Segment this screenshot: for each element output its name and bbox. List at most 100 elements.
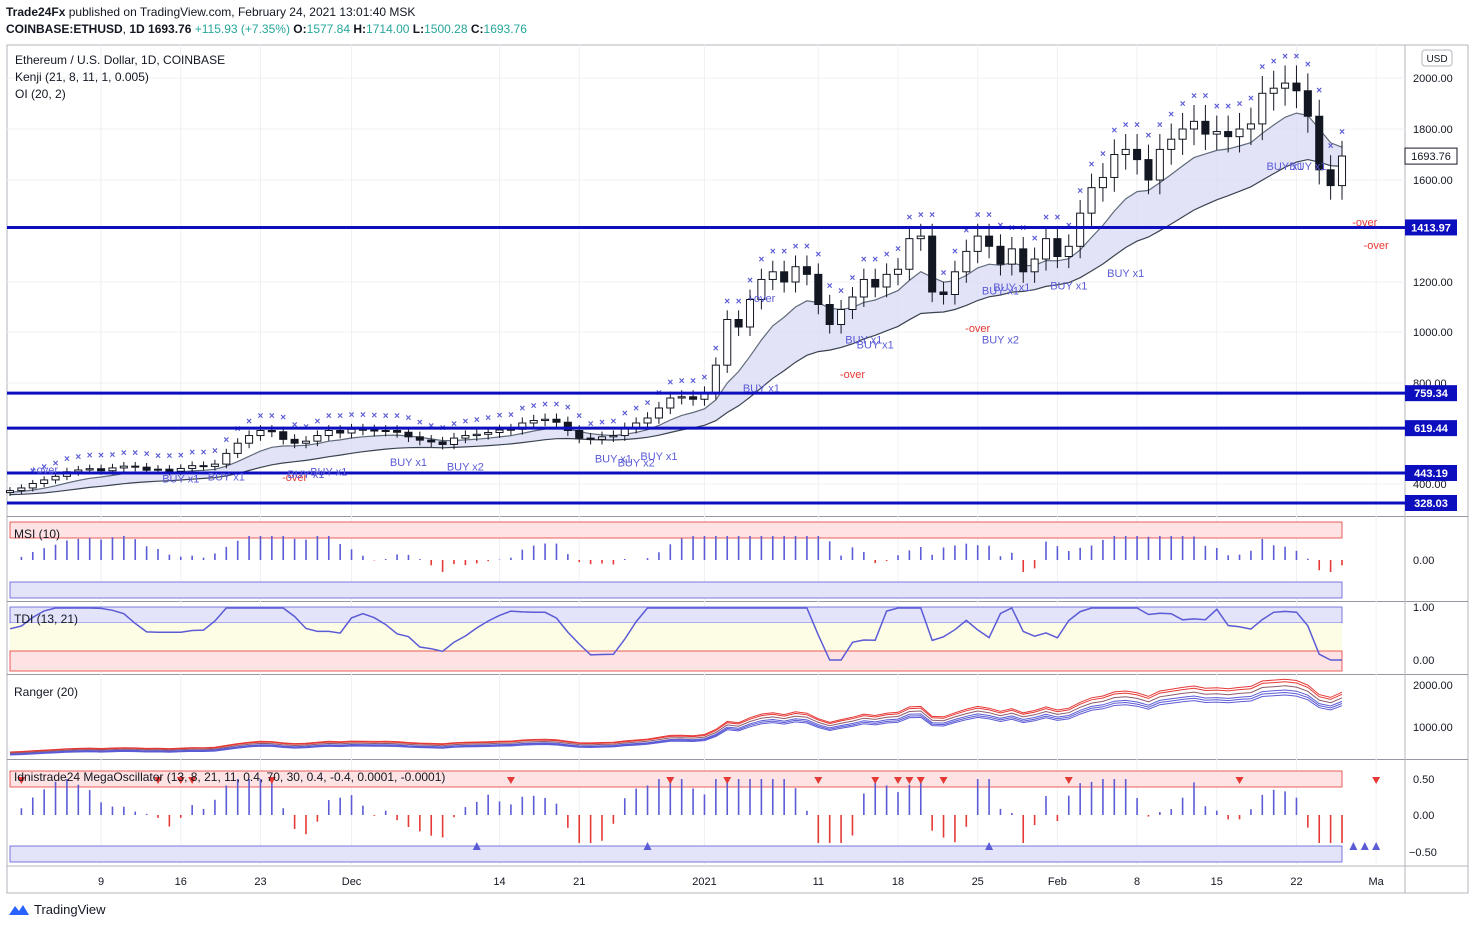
oi-marker: × xyxy=(565,403,571,414)
signal-annotation: +over xyxy=(747,293,775,305)
sell-triangle-icon xyxy=(916,777,925,784)
candle-body xyxy=(381,430,390,432)
signal-annotation: -over xyxy=(840,369,865,381)
high-label: H: xyxy=(353,22,367,36)
candle-body xyxy=(859,278,868,298)
publisher-name[interactable]: Trade24Fx xyxy=(6,5,66,19)
oi-marker: × xyxy=(292,420,298,431)
level-price-tag xyxy=(1405,420,1457,437)
y-tick-label: 400.00 xyxy=(1413,479,1447,491)
oi-marker: × xyxy=(588,419,594,430)
buy-triangle-icon xyxy=(472,842,481,850)
candle-body xyxy=(1167,138,1176,150)
candle-body xyxy=(301,440,311,444)
mega-oversold-zone xyxy=(9,845,1343,863)
candle-body xyxy=(1087,187,1096,214)
candle-body xyxy=(882,273,891,288)
ranger-tick: 2000.00 xyxy=(1413,680,1453,692)
signal-annotation: BUY x1 xyxy=(1107,268,1144,280)
sell-triangle-icon xyxy=(905,777,914,784)
candle-body xyxy=(802,266,811,275)
candle-body xyxy=(666,397,675,409)
oi-marker: × xyxy=(1134,120,1140,131)
buy-triangle-icon xyxy=(1360,842,1369,850)
candle-body xyxy=(609,435,618,438)
ranger-line xyxy=(9,691,1343,755)
candle-body xyxy=(290,438,299,444)
oi-marker: × xyxy=(132,448,138,459)
interval-label: 1D xyxy=(129,22,145,36)
candle-body xyxy=(1178,128,1187,140)
candle-body xyxy=(928,235,937,293)
y-tick-label: 1000.00 xyxy=(1413,327,1453,339)
candle-body xyxy=(153,468,163,471)
oi-marker: × xyxy=(1225,102,1231,113)
candle-body xyxy=(427,439,436,443)
oi-marker: × xyxy=(895,244,901,255)
candle-body xyxy=(370,429,379,432)
sell-triangle-icon xyxy=(1235,777,1244,784)
candle-body xyxy=(1292,82,1301,92)
level-price-label: 443.19 xyxy=(1414,468,1448,480)
candle-body xyxy=(313,435,322,442)
signal-annotation: BUY x2 xyxy=(618,457,655,469)
candle-body xyxy=(848,296,857,310)
oi-marker: × xyxy=(770,247,776,258)
oi-marker: × xyxy=(1111,125,1117,136)
x-tick-label: Ma xyxy=(1369,876,1385,888)
oi-marker: × xyxy=(1328,141,1334,152)
oi-marker: × xyxy=(417,418,423,429)
oi-marker: × xyxy=(1305,59,1311,70)
signal-annotation: -over xyxy=(1364,240,1389,252)
signal-annotation: BUY x1 xyxy=(162,474,199,486)
oi-marker: × xyxy=(1168,109,1174,120)
candle-body xyxy=(28,482,37,489)
candle-body xyxy=(529,420,538,424)
candle-body xyxy=(1315,115,1324,171)
oi-marker: × xyxy=(702,372,708,383)
tradingview-logo-icon xyxy=(9,904,29,915)
candle-body xyxy=(1076,212,1085,247)
signal-annotation: BUY x1 xyxy=(857,340,894,352)
tdi-mid-zone xyxy=(10,623,1342,651)
oi-marker: × xyxy=(280,412,286,423)
oi-marker: × xyxy=(1271,57,1277,68)
tdi-panel-title: TDI (13, 21) xyxy=(14,612,78,626)
oi-marker: × xyxy=(679,376,685,387)
signal-annotation: BUY x2 xyxy=(447,462,484,474)
level-price-tag xyxy=(1405,464,1457,481)
oi-marker: × xyxy=(975,210,981,221)
oi-marker: × xyxy=(713,343,719,354)
candle-body xyxy=(711,364,720,394)
oi-marker: × xyxy=(758,255,764,266)
candle-body xyxy=(176,467,185,472)
footer-brand[interactable]: TradingView xyxy=(8,902,106,917)
currency-badge-text: USD xyxy=(1426,54,1447,65)
ranger-tick: 1000.00 xyxy=(1413,722,1453,734)
signal-annotation: BUY x1 xyxy=(640,451,677,463)
candle-body xyxy=(245,435,254,444)
oi-marker: × xyxy=(804,241,810,252)
oi-marker: × xyxy=(212,446,218,457)
sell-triangle-icon xyxy=(176,777,185,784)
oi-marker: × xyxy=(30,466,36,477)
candle-body xyxy=(1007,248,1016,265)
oi-marker: × xyxy=(189,447,195,458)
last-price: 1693.76 xyxy=(148,22,192,36)
buy-triangle-icon xyxy=(985,842,994,850)
oi-marker: × xyxy=(64,454,70,465)
oi-marker: × xyxy=(41,462,47,473)
oi-marker: × xyxy=(1214,102,1220,113)
candle-body xyxy=(267,430,276,433)
last-price-label: 1693.76 xyxy=(1411,151,1451,163)
oi-marker: × xyxy=(349,410,355,421)
candle-body xyxy=(1303,90,1312,117)
signal-annotation: BUY x2 xyxy=(982,334,1019,346)
candle-body xyxy=(939,291,948,295)
candle-body xyxy=(51,475,60,481)
candle-body xyxy=(575,430,584,439)
sell-triangle-icon xyxy=(723,777,732,784)
oi-marker: × xyxy=(690,376,696,387)
candle-body xyxy=(586,437,595,440)
